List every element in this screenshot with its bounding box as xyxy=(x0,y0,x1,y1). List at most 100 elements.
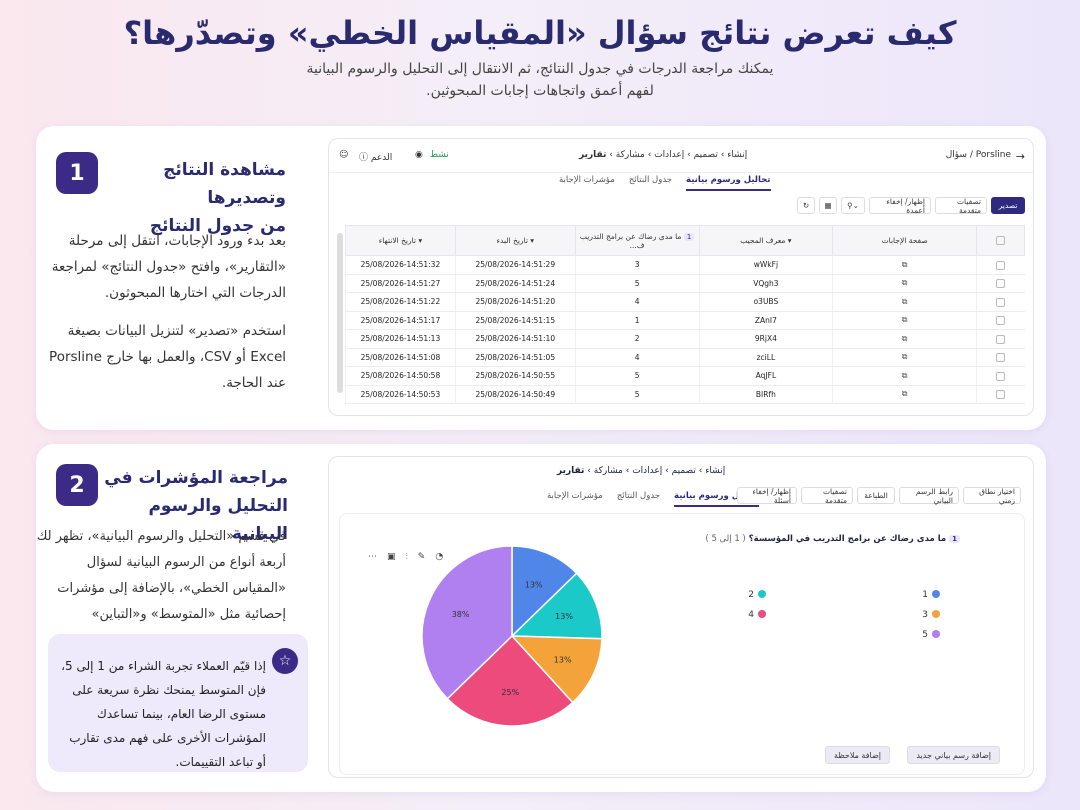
row-checkbox[interactable] xyxy=(996,260,1006,270)
show-hide-columns-button[interactable]: إظهار/ إخفاء أعمدة xyxy=(869,197,931,215)
pie-slice-4[interactable] xyxy=(446,634,574,727)
external-link-icon[interactable]: ⧉ xyxy=(901,278,908,288)
row-checkbox[interactable] xyxy=(996,390,1006,399)
cell-response-page[interactable]: ⧉ xyxy=(832,311,977,330)
row-checkbox[interactable] xyxy=(996,316,1006,325)
table-row[interactable]: 25/08/2026-14:50:53 25/08/2026-14:50:49 5 B… xyxy=(345,385,1025,404)
col-end-date[interactable]: ▾ تاريخ الانتهاء xyxy=(345,225,456,256)
main-nav-2: إنشاء › تصميم › إعدادات › مشاركة › تقاري… xyxy=(557,466,725,476)
external-link-icon[interactable]: ⧉ xyxy=(901,352,908,362)
cell-select[interactable] xyxy=(976,385,1025,404)
cell-response-page[interactable]: ⧉ xyxy=(832,292,977,312)
pie-chart-icon[interactable]: ◔ xyxy=(435,552,444,562)
support-link[interactable]: الدعم ⓘ xyxy=(359,150,392,163)
cell-response-page[interactable]: ⧉ xyxy=(832,329,977,349)
advanced-filters-button[interactable]: تصفيات متقدمة xyxy=(801,487,853,505)
table-row[interactable]: 25/08/2026-14:51:13 25/08/2026-14:51:10 2 9… xyxy=(345,329,1025,349)
more-icon[interactable]: ⋯ xyxy=(368,552,377,562)
table-row[interactable]: 25/08/2026-14:51:22 25/08/2026-14:51:20 4 o… xyxy=(345,292,1025,312)
add-note-button[interactable]: إضافة ملاحظة xyxy=(825,746,890,764)
cell-select[interactable] xyxy=(976,329,1025,349)
table-scrollbar[interactable] xyxy=(337,233,343,393)
table-row[interactable]: 25/08/2026-14:50:58 25/08/2026-14:50:55 5 A… xyxy=(345,366,1025,386)
row-checkbox[interactable] xyxy=(996,371,1006,381)
external-link-icon[interactable]: ⧉ xyxy=(901,389,908,399)
external-link-icon[interactable]: ⧉ xyxy=(901,315,908,325)
row-checkbox[interactable] xyxy=(996,279,1006,288)
col-respondent-id[interactable]: ▾ معرف المجيب xyxy=(698,225,834,256)
cell-select[interactable] xyxy=(976,292,1025,312)
nav-settings[interactable]: إعدادات xyxy=(654,150,685,160)
cell-select[interactable] xyxy=(976,255,1025,275)
row-checkbox[interactable] xyxy=(996,353,1006,362)
print-button[interactable]: الطباعة xyxy=(857,487,895,504)
show-hide-questions-button[interactable]: إظهار/ إخفاء أسئلة xyxy=(737,487,797,505)
nav-reports[interactable]: تقارير xyxy=(557,466,585,476)
brush-icon[interactable]: ✎ xyxy=(417,552,426,562)
nav-settings[interactable]: إعدادات xyxy=(632,466,663,476)
cell-select[interactable] xyxy=(976,311,1025,330)
pie-slice-3[interactable] xyxy=(510,635,603,704)
nav-create[interactable]: إنشاء xyxy=(705,466,726,476)
refresh-button[interactable]: ↻ xyxy=(797,197,815,214)
row-checkbox[interactable] xyxy=(996,334,1006,344)
external-link-icon[interactable]: ⧉ xyxy=(901,259,908,269)
cell-response-page[interactable]: ⧉ xyxy=(832,385,977,404)
cell-response-page[interactable]: ⧉ xyxy=(832,274,977,293)
bar-chart-icon[interactable]: ⫶ xyxy=(405,552,408,562)
search-dropdown[interactable]: ⌄ ⚲ xyxy=(841,197,865,214)
calendar-button[interactable]: ▦ xyxy=(819,197,837,214)
legend-label-1[interactable]: 1 xyxy=(922,590,928,600)
table-row[interactable]: 25/08/2026-14:51:27 25/08/2026-14:51:24 5 V… xyxy=(345,274,1025,293)
chart-link-button[interactable]: رابط الرسم البياني xyxy=(899,487,959,505)
legend-swatch-4 xyxy=(758,610,766,618)
tab-indicators[interactable]: مؤشرات الإجابة xyxy=(559,175,615,185)
brand-crumb[interactable]: Porsline xyxy=(975,150,1011,160)
nav-create[interactable]: إنشاء xyxy=(727,150,748,160)
select-all-checkbox[interactable] xyxy=(996,236,1006,246)
export-button[interactable]: تصدير xyxy=(991,197,1025,214)
legend-label-2[interactable]: 2 xyxy=(748,590,754,600)
nav-share[interactable]: مشاركة xyxy=(615,150,645,160)
cell-response-page[interactable]: ⧉ xyxy=(832,348,977,367)
cell-select[interactable] xyxy=(976,348,1025,367)
tab-results-table[interactable]: جدول النتائج xyxy=(616,491,661,501)
cell-response-page[interactable]: ⧉ xyxy=(832,255,977,275)
user-icon[interactable]: ☺ xyxy=(339,150,349,160)
table-row[interactable]: 25/08/2026-14:51:17 25/08/2026-14:51:15 1 Z… xyxy=(345,311,1025,330)
legend-label-3[interactable]: 3 xyxy=(922,610,928,620)
advanced-filters-button[interactable]: تصفيات متقدمة xyxy=(935,197,987,215)
pie-slice-2[interactable] xyxy=(510,572,603,640)
table-row[interactable]: 25/08/2026-14:51:08 25/08/2026-14:51:05 4 z… xyxy=(345,348,1025,367)
question-crumb[interactable]: سؤال xyxy=(945,150,967,160)
add-chart-button[interactable]: إضافة رسم بياني جديد xyxy=(907,746,1000,764)
cell-start-date: 25/08/2026-14:51:05 xyxy=(454,348,576,367)
tab-analysis[interactable]: تحاليل ورسوم بيانية xyxy=(686,175,771,191)
legend-label-5[interactable]: 5 xyxy=(922,630,928,640)
cell-response-page[interactable]: ⧉ xyxy=(832,366,977,386)
external-link-icon[interactable]: ⧉ xyxy=(901,296,908,306)
nav-reports[interactable]: تقارير xyxy=(579,150,607,160)
back-arrow-icon[interactable]: → xyxy=(1015,150,1025,163)
nav-design[interactable]: تصميم xyxy=(671,466,696,476)
cell-select[interactable] xyxy=(976,274,1025,293)
pie-slice-1[interactable] xyxy=(511,545,578,638)
eye-icon[interactable]: ◉ xyxy=(415,150,423,160)
nav-share[interactable]: مشاركة xyxy=(593,466,623,476)
col-question[interactable]: 1 ما مدى رضاك عن برامج التدريب ف... xyxy=(574,225,700,256)
external-link-icon[interactable]: ⧉ xyxy=(901,333,908,343)
cell-select[interactable] xyxy=(976,366,1025,386)
tab-indicators[interactable]: مؤشرات الإجابة xyxy=(547,491,603,501)
legend-label-4[interactable]: 4 xyxy=(748,610,754,620)
col-start-date[interactable]: ▾ تاريخ البدء xyxy=(454,225,576,256)
date-range-button[interactable]: اختيار نطاق زمني xyxy=(963,487,1021,505)
pie-slice-5[interactable] xyxy=(421,545,513,700)
tab-results-table[interactable]: جدول النتائج xyxy=(628,175,673,185)
image-icon[interactable]: ▣ xyxy=(387,552,396,562)
nav-design[interactable]: تصميم xyxy=(693,150,718,160)
tab-analysis[interactable]: تحاليل ورسوم بيانية xyxy=(674,491,759,507)
external-link-icon[interactable]: ⧉ xyxy=(901,370,908,380)
row-checkbox[interactable] xyxy=(996,297,1006,307)
table-row[interactable]: 25/08/2026-14:51:32 25/08/2026-14:51:29 3 w… xyxy=(345,255,1025,275)
col-select-all[interactable] xyxy=(976,225,1025,256)
